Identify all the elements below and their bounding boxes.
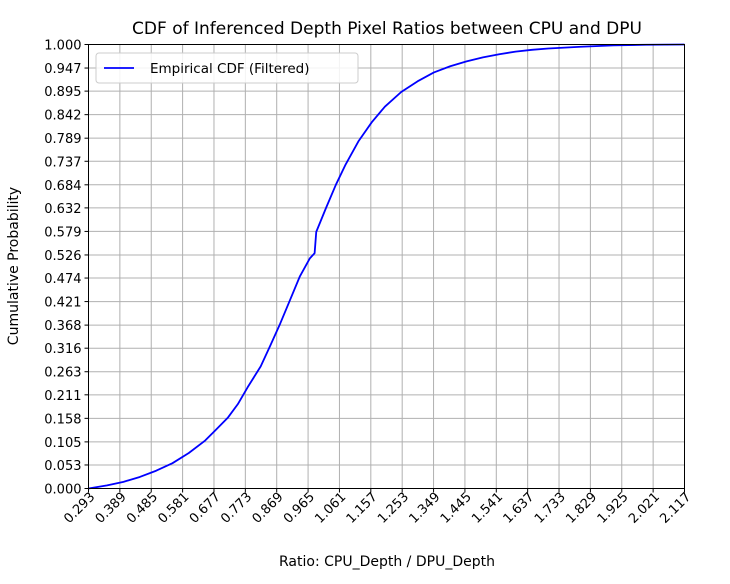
y-tick-label: 0.474 (44, 272, 81, 287)
y-tick-label: 0.895 (44, 85, 81, 100)
y-tick-label: 0.737 (44, 155, 81, 170)
y-tick-label: 0.842 (44, 109, 81, 124)
y-tick-label: 1.000 (44, 39, 81, 54)
y-tick-label: 0.211 (44, 389, 81, 404)
y-tick-label: 0.526 (44, 249, 81, 264)
y-tick-label: 0.789 (44, 132, 81, 147)
y-axis-ticks: 0.000 0.053 0.105 0.158 0.211 0.263 0.316 0.368… (44, 39, 89, 498)
y-tick-label: 0.368 (44, 319, 81, 334)
y-tick-label: 0.158 (44, 412, 81, 427)
y-tick-label: 0.105 (44, 436, 81, 451)
y-tick-label: 0.000 (44, 483, 81, 498)
y-axis-label: Cumulative Probability (6, 187, 22, 345)
y-tick-label: 0.421 (44, 296, 81, 311)
y-tick-label: 0.053 (44, 459, 81, 474)
y-tick-label: 0.263 (44, 366, 81, 381)
x-axis-label: Ratio: CPU_Depth / DPU_Depth (279, 554, 495, 570)
y-tick-label: 0.947 (44, 62, 81, 77)
legend: Empirical CDF (Filtered) (95, 52, 359, 84)
plot-frame (88, 44, 685, 489)
y-tick-label: 0.579 (44, 225, 81, 240)
cdf-series-line (88, 43, 685, 490)
chart-title: CDF of Inferenced Depth Pixel Ratios bet… (132, 19, 642, 39)
legend-label: Empirical CDF (Filtered) (150, 61, 309, 77)
y-tick-label: 0.632 (44, 202, 81, 217)
legend-box (95, 52, 359, 84)
y-tick-label: 0.316 (44, 342, 81, 357)
y-tick-label: 0.684 (44, 179, 81, 194)
